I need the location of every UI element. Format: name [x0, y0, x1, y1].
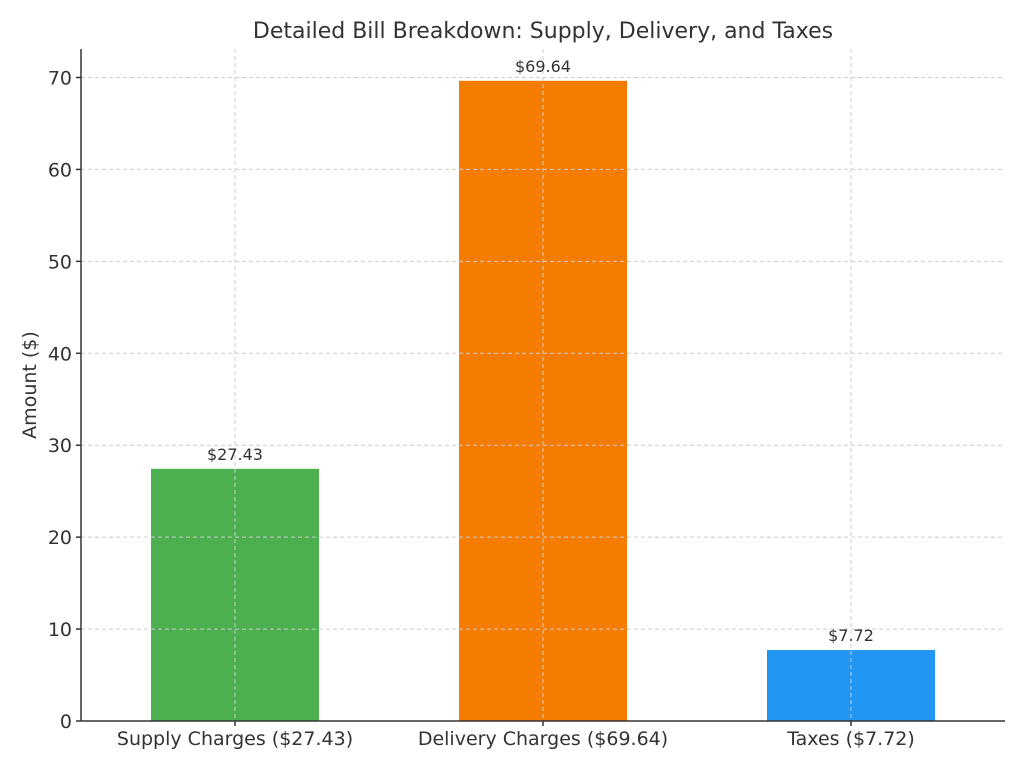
y-tick-label: 50	[48, 251, 72, 273]
y-tick-label: 20	[48, 527, 72, 549]
y-tick-label: 60	[48, 159, 72, 181]
y-tick-label: 10	[48, 619, 72, 641]
y-tick-label: 0	[60, 711, 72, 733]
x-tick-label: Supply Charges ($27.43)	[117, 728, 353, 750]
y-tick-label: 30	[48, 435, 72, 457]
y-tick-label: 70	[48, 67, 72, 89]
data-label: $69.64	[515, 57, 571, 76]
y-tick-label: 40	[48, 343, 72, 365]
x-tick-label: Delivery Charges ($69.64)	[418, 728, 668, 750]
y-axis-label: Amount ($)	[19, 331, 41, 439]
chart-title: Detailed Bill Breakdown: Supply, Deliver…	[253, 19, 833, 44]
bar-0	[151, 468, 319, 721]
x-tick-label: Taxes ($7.72)	[786, 728, 915, 750]
data-label: $27.43	[207, 445, 263, 464]
data-label: $7.72	[828, 626, 874, 645]
